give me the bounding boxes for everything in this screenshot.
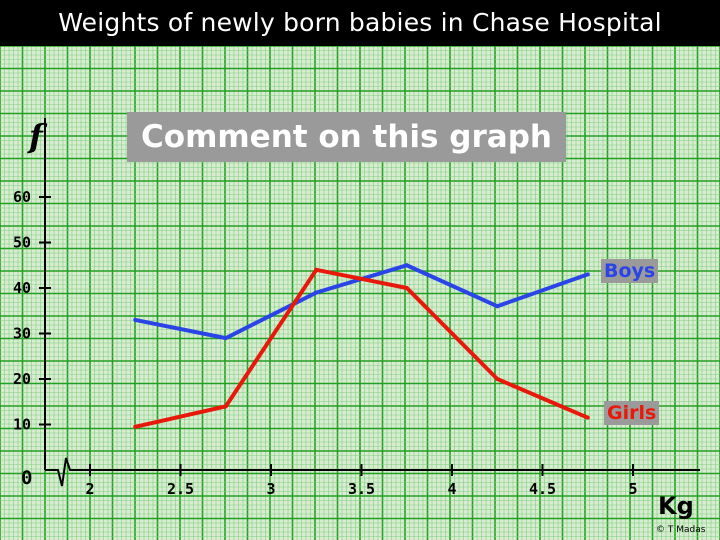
origin-label: 0 (21, 467, 32, 489)
data-point-boys (223, 336, 228, 341)
x-tick-label: 5 (628, 480, 637, 498)
legend-boys: Boys (601, 259, 659, 283)
y-tick-label: 10 (13, 416, 31, 434)
x-tick-label: 3.5 (348, 480, 375, 498)
page-title: Weights of newly born babies in Chase Ho… (0, 0, 720, 46)
data-point-girls (223, 404, 228, 409)
x-tick-label: 4 (447, 480, 456, 498)
x-axis-label: Kg (658, 492, 694, 520)
data-point-girls (495, 377, 500, 381)
data-point-boys (314, 290, 319, 295)
series-line-girls (134, 267, 589, 429)
y-tick-label: 30 (13, 325, 31, 343)
axis-break (45, 457, 74, 487)
y-axis-label: f (29, 117, 43, 155)
data-point-boys (585, 272, 590, 277)
copyright-note: © T Madas (656, 525, 706, 535)
x-tick-label: 3 (266, 480, 275, 498)
y-tick-label: 20 (13, 370, 31, 388)
y-tick-label: 40 (13, 279, 31, 297)
legend-girls: Girls (604, 401, 660, 425)
y-tick-label: 60 (13, 188, 31, 206)
data-point-girls (404, 286, 409, 290)
x-tick-label: 2 (85, 480, 94, 498)
data-point-boys (495, 304, 500, 309)
data-point-girls (133, 424, 138, 429)
data-point-girls (314, 267, 319, 272)
y-tick-label: 50 (13, 234, 31, 252)
x-tick-label: 2.5 (167, 480, 194, 498)
data-point-boys (404, 263, 409, 268)
data-point-boys (133, 317, 138, 322)
data-point-girls (585, 415, 590, 420)
x-tick-label: 4.5 (529, 480, 556, 498)
comment-prompt: Comment on this graph (127, 112, 566, 162)
